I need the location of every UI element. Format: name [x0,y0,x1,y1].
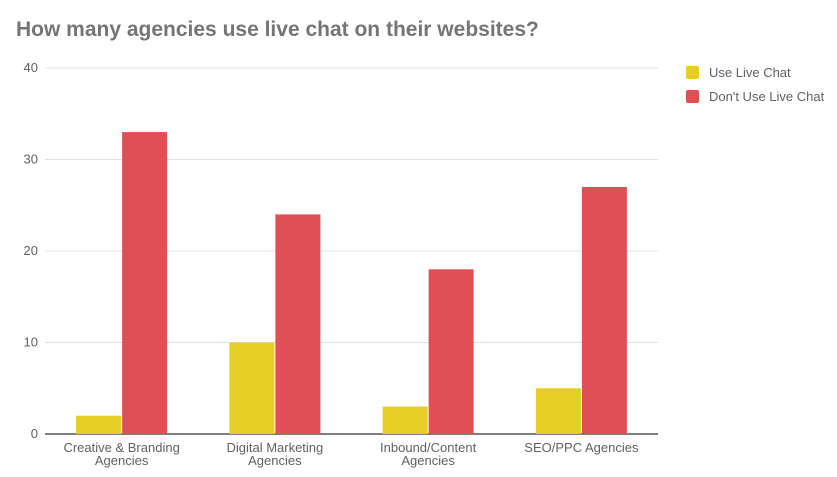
chart-legend: Use Live Chat Don't Use Live Chat [686,60,824,108]
x-tick-label: Digital Marketing Agencies [226,440,323,468]
bar-dont-use-live-chat[interactable] [581,186,627,434]
chart-title: How many agencies use live chat on their… [16,18,539,41]
legend-label: Use Live Chat [709,64,791,80]
y-tick-label: 30 [24,152,38,167]
x-tick-label: Creative & Branding Agencies [63,440,179,468]
x-tick-label: Inbound/Content Agencies [380,440,477,468]
y-tick-label: 40 [24,60,38,75]
bar-use-live-chat[interactable] [535,388,581,434]
bar-dont-use-live-chat[interactable] [122,132,168,435]
bar-dont-use-live-chat[interactable] [275,214,321,434]
bar-dont-use-live-chat[interactable] [428,269,474,434]
bar-use-live-chat[interactable] [76,415,122,434]
legend-item-use-live-chat[interactable]: Use Live Chat [686,60,824,84]
legend-label: Don't Use Live Chat [709,88,825,104]
bar-use-live-chat[interactable] [229,342,275,435]
y-tick-label: 10 [24,335,38,350]
x-tick-label: SEO/PPC Agencies [524,440,639,455]
legend-swatch [686,89,699,103]
bar-use-live-chat[interactable] [382,406,428,434]
y-tick-label: 0 [31,426,38,441]
y-tick-label: 20 [24,243,38,258]
legend-swatch [686,65,699,79]
legend-item-dont-use-live-chat[interactable]: Don't Use Live Chat [686,84,824,108]
